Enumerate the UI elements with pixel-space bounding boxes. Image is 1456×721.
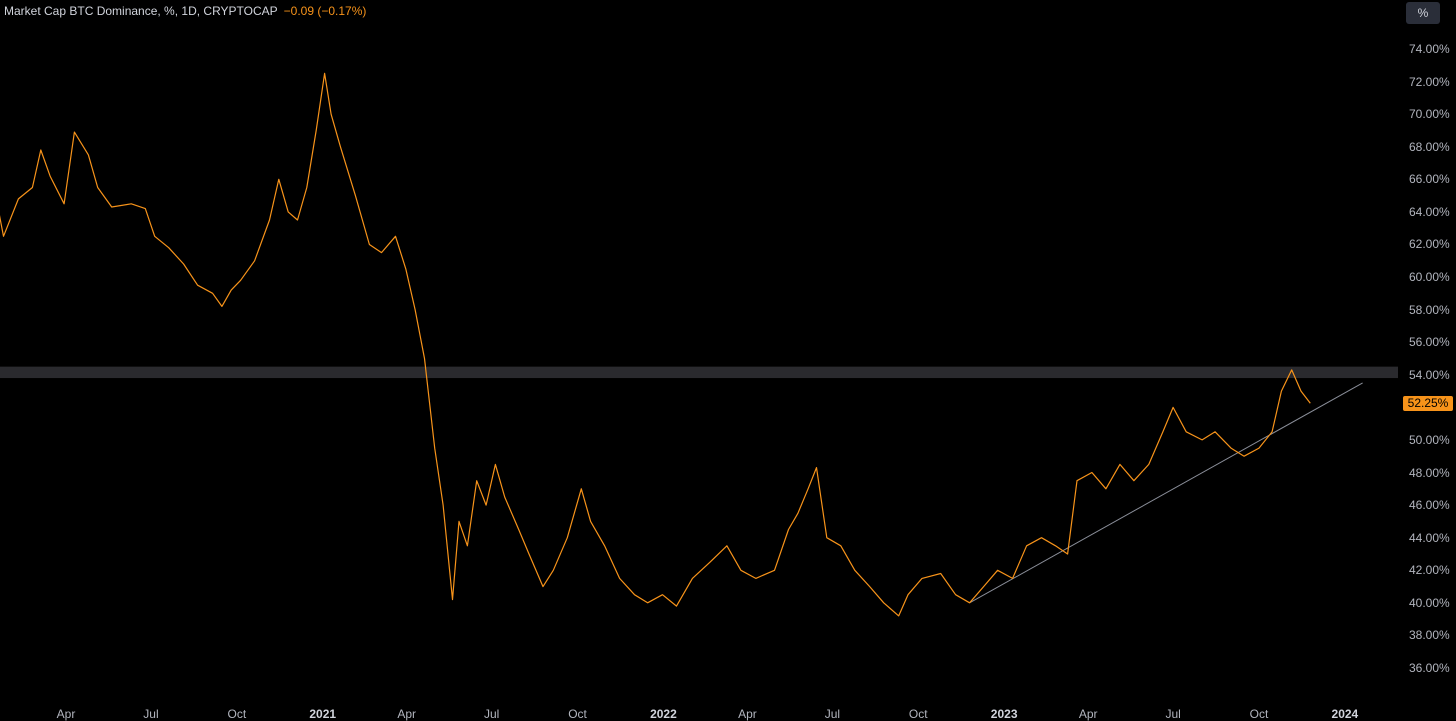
x-tick-label: Oct [568, 707, 587, 721]
y-tick-label: 60.00% [1409, 270, 1450, 285]
chart-title: Market Cap BTC Dominance, %, 1D, CRYPTOC… [4, 4, 278, 18]
y-tick-label: 54.00% [1409, 367, 1450, 382]
price-band [0, 366, 1398, 379]
x-tick-label: Oct [1249, 707, 1269, 721]
y-tick-label: 58.00% [1409, 302, 1450, 317]
y-tick-label: 56.00% [1409, 335, 1450, 350]
y-tick-label: 50.00% [1409, 432, 1450, 447]
x-tick-label: Apr [738, 707, 757, 721]
y-tick-label: 46.00% [1409, 498, 1450, 513]
y-tick-label: 70.00% [1409, 107, 1450, 122]
x-tick-label: Oct [908, 707, 928, 721]
y-tick-label: 62.00% [1409, 237, 1450, 252]
y-tick-label: 74.00% [1409, 42, 1450, 56]
y-tick-label: 42.00% [1409, 563, 1450, 578]
y-tick-label: 68.00% [1409, 139, 1450, 154]
price-change: −0.09 (−0.17%) [283, 4, 367, 18]
x-tick-label: 2022 [650, 707, 677, 721]
last-value-badge: 52.25% [1403, 396, 1453, 411]
y-tick-label: 72.00% [1409, 74, 1450, 89]
x-tick-label: Apr [56, 707, 76, 721]
x-tick-label: 2021 [309, 707, 337, 721]
x-tick-label: Jul [824, 707, 841, 721]
trendline [969, 382, 1363, 604]
chart-header: Market Cap BTC Dominance, %, 1D, CRYPTOC… [4, 4, 366, 18]
x-tick-label: Jul [1165, 707, 1181, 721]
series-line-1 [0, 72, 1311, 617]
y-tick-label: 48.00% [1409, 465, 1450, 480]
x-tick-label: Apr [397, 707, 417, 721]
y-tick-label: 40.00% [1409, 595, 1450, 610]
y-tick-label: 38.00% [1409, 628, 1450, 643]
x-tick-label: 2024 [1331, 707, 1359, 721]
y-tick-label: 44.00% [1409, 530, 1450, 545]
y-tick-label: 64.00% [1409, 204, 1450, 219]
x-tick-label: Jul [483, 707, 500, 721]
y-tick-label: 66.00% [1409, 172, 1450, 187]
x-tick-label: Oct [227, 707, 247, 721]
x-tick-label: Jul [143, 707, 159, 721]
x-tick-label: 2023 [990, 707, 1018, 721]
y-tick-label: 36.00% [1409, 661, 1450, 675]
x-tick-label: Apr [1078, 707, 1098, 721]
percent-scale-button[interactable]: % [1406, 2, 1440, 24]
